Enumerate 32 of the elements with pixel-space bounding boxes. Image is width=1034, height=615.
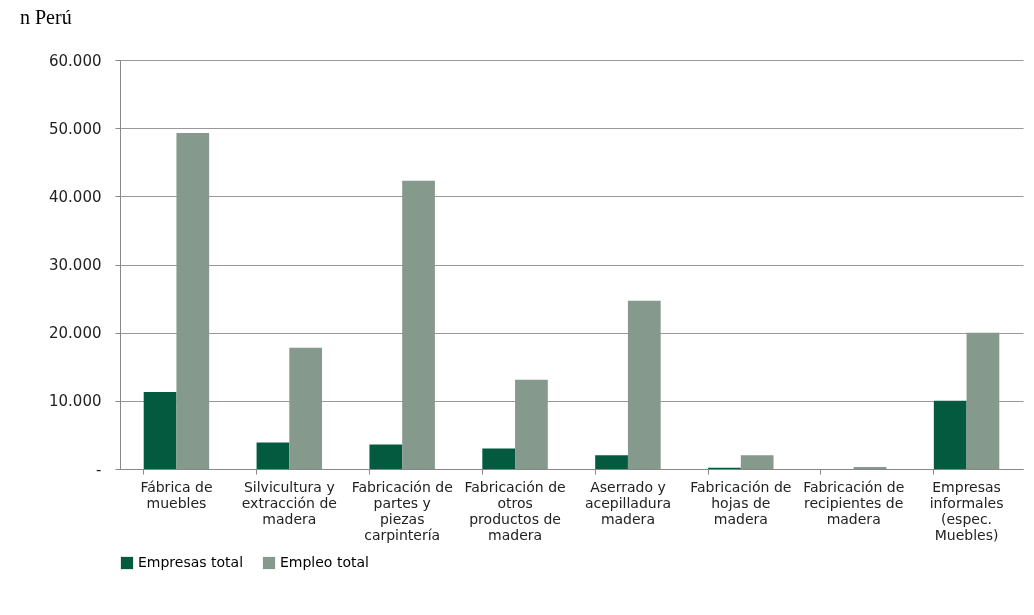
bar [853, 466, 887, 469]
bar [627, 300, 661, 469]
bar [740, 455, 774, 469]
bar [176, 132, 210, 469]
bar [515, 379, 548, 469]
bar [482, 448, 516, 469]
bar [143, 391, 177, 469]
x-tick-label: Fabricación de otros productos de madera [464, 478, 566, 543]
y-tick-label: 20.000 [49, 324, 102, 343]
chart-title: n Perú [20, 6, 72, 28]
y-tick-label: - [96, 460, 102, 479]
x-tick-label: Aserrado y acepilladura madera [584, 478, 671, 527]
bar [402, 180, 435, 469]
x-tick-label: Fabricación de recipientes de madera [803, 478, 905, 527]
y-tick-label: 10.000 [49, 392, 102, 411]
bar [369, 444, 403, 469]
bar [933, 400, 967, 469]
legend-label: Empleo total [280, 554, 369, 570]
x-tick-label: Fabricación de hojas de madera [690, 478, 792, 527]
bar [256, 442, 290, 469]
x-tick-label: Fabricación de partes y piezas carpintería [351, 478, 453, 543]
y-tick-label: 60.000 [49, 51, 102, 70]
y-tick-label: 30.000 [49, 256, 102, 274]
bar [289, 347, 323, 469]
y-tick-label: 50.000 [49, 119, 102, 138]
y-tick-label: 40.000 [49, 187, 102, 206]
x-tick-label: Empresas informales (espec. Muebles) [929, 478, 1004, 543]
bar [595, 455, 628, 469]
x-tick-label: Fábrica de muebles [140, 478, 213, 511]
legend-label: Empresas total [138, 554, 244, 570]
bar [966, 332, 1000, 469]
x-tick-label: Silvicultura y extracción de madera [241, 478, 337, 527]
